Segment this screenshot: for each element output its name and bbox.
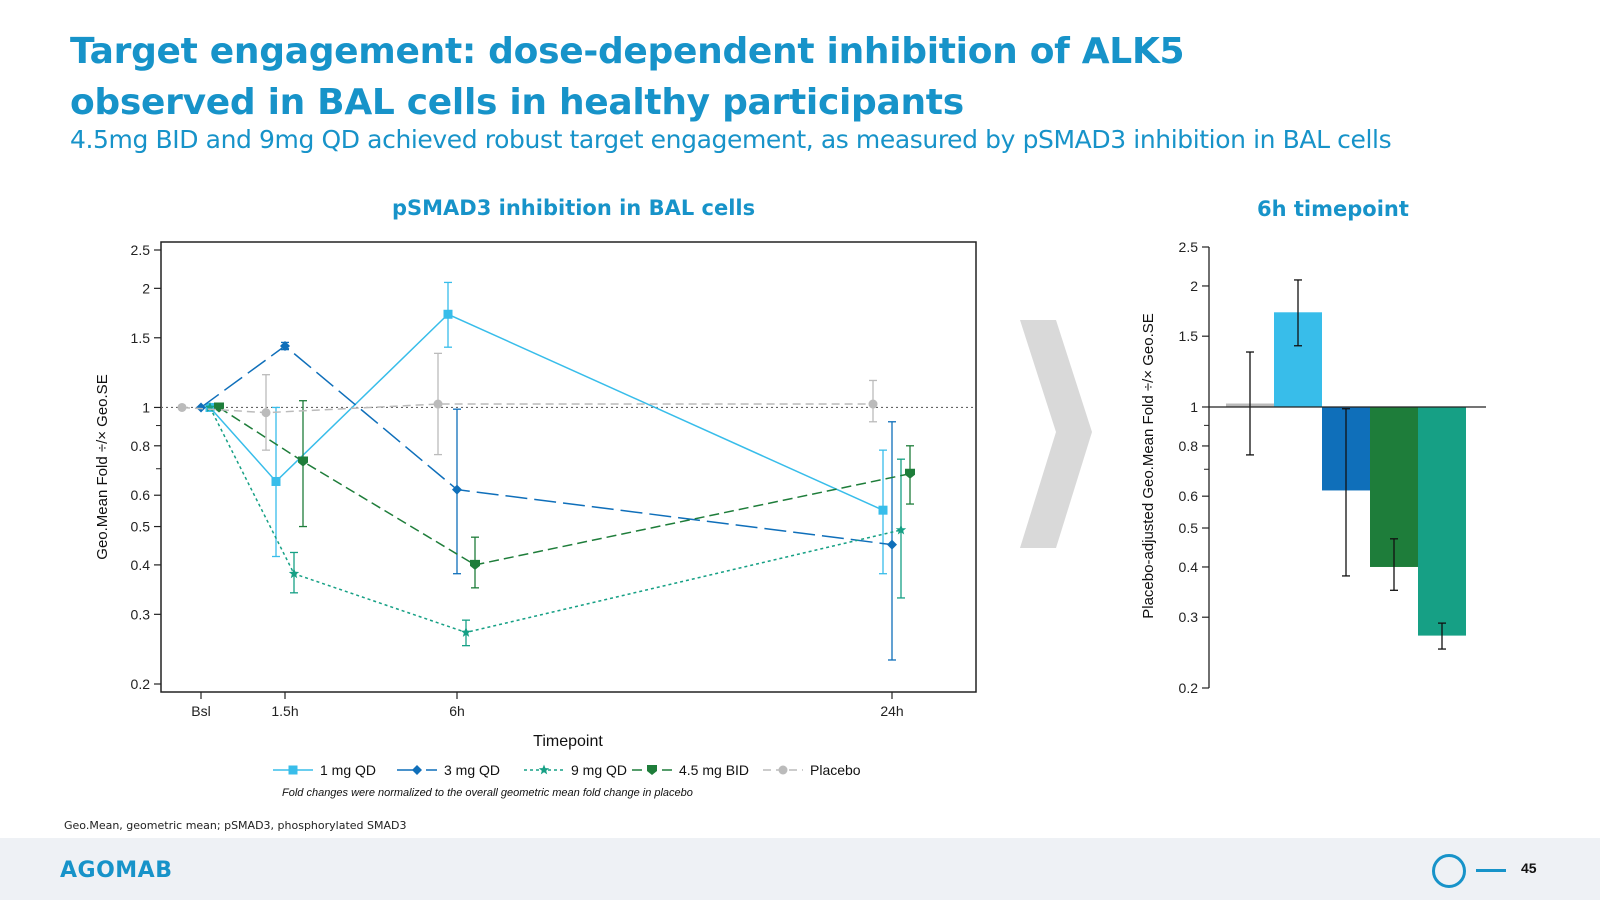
x-tick-label: 1.5h (271, 703, 298, 719)
3-mg-qd-marker (887, 539, 897, 550)
legend-marker (288, 765, 298, 775)
company-logo: AGOMAB (60, 858, 173, 883)
3-mg-qd-line (200, 345, 893, 546)
legend-label: 3 mg QD (444, 762, 500, 778)
placebo-marker (433, 399, 443, 409)
y-tick-label: 1 (142, 399, 150, 415)
9-mg-qd-marker (895, 524, 907, 535)
series-4-5-mg-bid (214, 400, 915, 589)
bar-y-tick-label: 0.3 (1179, 609, 1199, 625)
3-mg-qd-marker (196, 402, 206, 413)
charts-canvas: 0.2 0.3 0.4 0.5 0.6 0.8 1 1.5 2 2.5 Bsl 1.5h 6h 24h Ti… (94, 239, 1486, 799)
9-mg-qd-marker (288, 568, 300, 579)
line-chart-frame (160, 241, 977, 693)
bar-y-tick-label: 2.5 (1179, 239, 1199, 255)
line-chart: 0.2 0.3 0.4 0.5 0.6 0.8 1 1.5 2 2.5 Bsl 1.5h 6h 24h Ti… (94, 241, 977, 799)
x-tick-label: 24h (880, 703, 903, 719)
legend-marker (647, 765, 657, 775)
slide-title: Target engagement: dose-dependent inhibi… (70, 26, 1185, 128)
y-tick-label: 0.8 (131, 438, 151, 454)
4-5-mg-bid-marker (214, 402, 224, 413)
bar-y-tick-label: 1 (1190, 399, 1198, 415)
4-5-mg-bid-line (218, 406, 911, 566)
page-number: 45 (1521, 860, 1537, 876)
slide-subtitle: 4.5mg BID and 9mg QD achieved robust tar… (70, 125, 1392, 154)
legend-label: Placebo (810, 762, 861, 778)
legend: 1 mg QD 3 mg QD 9 mg QD 4.5 mg BID Placebo (273, 762, 861, 778)
y-tick-label: 2.5 (131, 242, 151, 258)
y-tick-label: 2 (142, 280, 150, 296)
slide-title-line2: observed in BAL cells in healthy partici… (70, 82, 964, 123)
slide-title-line1: Target engagement: dose-dependent inhibi… (70, 31, 1185, 72)
y-tick-label: 1.5 (131, 330, 151, 346)
4-5-mg-bid-marker (298, 456, 308, 467)
series-3-mg-qd (196, 340, 897, 661)
bar-chart: 0.2 0.3 0.4 0.5 0.6 0.8 1 1.5 2 2.5 Placebo-adjust… (1140, 239, 1486, 696)
bar-9-mg-qd (1418, 406, 1466, 636)
bar-y-axis-title: Placebo-adjusted Geo.Mean Fold ÷/× Geo.S… (1140, 313, 1157, 619)
placebo-line (181, 403, 873, 414)
4-5-mg-bid-marker (470, 559, 480, 570)
x-tick-label: Bsl (191, 703, 210, 719)
legend-marker (778, 765, 788, 775)
bar-y-tick-label: 1.5 (1179, 328, 1199, 344)
bar-chart-title: 6h timepoint (1257, 197, 1409, 221)
y-axis-title: Geo.Mean Fold ÷/× Geo.SE (94, 374, 111, 559)
series-placebo (177, 352, 878, 456)
placebo-marker (261, 408, 271, 418)
series-1-mg-qd (205, 281, 888, 575)
y-tick-label: 0.4 (131, 557, 151, 573)
1-mg-qd-marker (443, 309, 453, 319)
placebo-marker (177, 402, 187, 412)
y-tick-label: 0.5 (131, 519, 151, 535)
y-tick-label: 0.6 (131, 487, 151, 503)
chevron-right-icon (1020, 320, 1092, 548)
y-tick-label: 0.3 (131, 606, 151, 622)
bar-y-tick-label: 2 (1190, 278, 1198, 294)
line-chart-title: pSMAD3 inhibition in BAL cells (392, 196, 756, 220)
legend-label: 1 mg QD (320, 762, 376, 778)
9-mg-qd-marker (204, 401, 216, 412)
chart-note: Fold changes were normalized to the over… (282, 787, 693, 799)
1-mg-qd-marker (878, 505, 888, 515)
x-tick-label: 6h (449, 703, 465, 719)
4-5-mg-bid-marker (905, 468, 915, 479)
legend-marker (538, 764, 550, 775)
bar-y-tick-label: 0.8 (1179, 438, 1199, 454)
1-mg-qd-marker (271, 476, 281, 486)
footnote: Geo.Mean, geometric mean; pSMAD3, phosph… (64, 819, 407, 832)
bar-y-tick-label: 0.5 (1179, 520, 1199, 536)
legend-label: 4.5 mg BID (679, 762, 749, 778)
3-mg-qd-marker (452, 484, 462, 495)
dash-icon (1476, 869, 1506, 872)
series-9-mg-qd (204, 401, 907, 647)
placebo-marker (868, 399, 878, 409)
bar-y-tick-label: 0.2 (1179, 680, 1199, 696)
y-tick-label: 0.2 (131, 676, 151, 692)
bar-y-tick-label: 0.4 (1179, 559, 1199, 575)
1-mg-qd-line (209, 313, 884, 511)
legend-marker (412, 765, 422, 775)
9-mg-qd-line (209, 407, 902, 634)
ring-icon (1432, 854, 1466, 888)
3-mg-qd-marker (280, 340, 290, 351)
bar-y-tick-label: 0.6 (1179, 488, 1199, 504)
9-mg-qd-marker (460, 626, 472, 637)
legend-label: 9 mg QD (571, 762, 627, 778)
x-axis-title: Timepoint (533, 733, 603, 750)
footer: AGOMAB 45 (0, 838, 1600, 900)
